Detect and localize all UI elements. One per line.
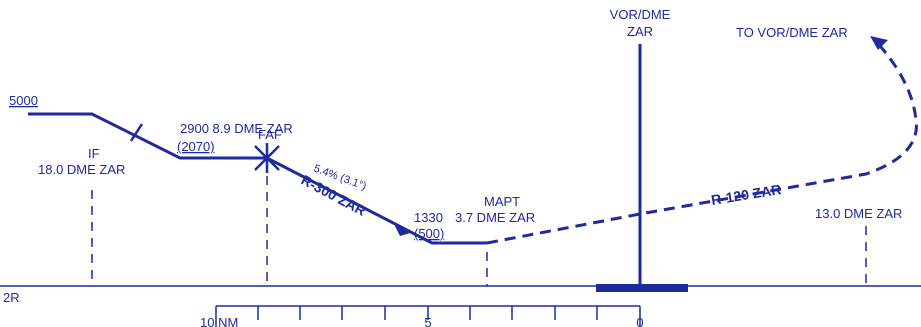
- scale-0-label: 0: [636, 315, 643, 327]
- r120-label: R-120 ZAR: [710, 181, 782, 208]
- dme13-label: 13.0 DME ZAR: [815, 206, 902, 221]
- faf-label: FAF: [258, 127, 282, 142]
- faf-hat-label: (2070): [177, 139, 215, 154]
- hat-500-label: (500): [414, 226, 444, 241]
- altitude-5000: 5000: [9, 93, 38, 108]
- descent-profile-path: [28, 112, 487, 245]
- vor-dme-ident: ZAR: [627, 24, 653, 39]
- segment-break-mark: [129, 123, 144, 142]
- mapt-dme-label: 3.7 DME ZAR: [455, 210, 535, 225]
- if-label: IF: [88, 146, 100, 161]
- mapt-label: MAPT: [484, 194, 520, 209]
- runway-partial-label: 2R: [3, 290, 20, 305]
- scale-5-label: 5: [424, 315, 431, 327]
- distance-scale: [215, 305, 641, 327]
- vor-dme-label: VOR/DME: [610, 7, 671, 22]
- if-dme-label: 18.0 DME ZAR: [38, 162, 125, 177]
- missed-approach-path: [486, 36, 918, 245]
- missed-approach-arrow: [870, 36, 888, 50]
- r300-direction-arrow: [393, 222, 410, 236]
- scale-10nm-label: 10 NM: [200, 315, 238, 327]
- faf-alt-dme-label: 2900 8.9 DME ZAR: [180, 121, 293, 136]
- to-vor-label: TO VOR/DME ZAR: [736, 25, 848, 40]
- runway-bar: [596, 284, 688, 292]
- faf-cross-icon: [254, 143, 280, 173]
- alt-1330-label: 1330: [414, 210, 443, 225]
